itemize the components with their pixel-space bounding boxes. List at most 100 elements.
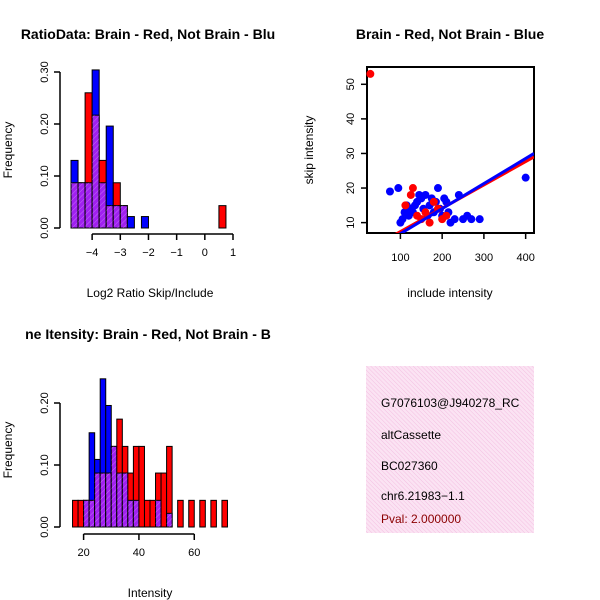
scatter-ylabel: skip intensity [302, 116, 316, 185]
histogram-overlap-hatch [127, 500, 134, 527]
info-panel: G7076103@J940278_RC altCassette BC027360… [366, 366, 534, 533]
histogram-overlap-hatch [83, 500, 90, 527]
not-brain-point [467, 215, 476, 224]
y-tick-label: 10 [345, 217, 357, 229]
brain-point [421, 208, 430, 217]
intensity-histogram-bars [72, 378, 228, 528]
histogram-overlap-hatch [111, 446, 117, 527]
histogram-bar [221, 499, 228, 528]
ratio-histogram-axes: 0.00 0.10 0.20 0.30 −4 −3 −2 −1 0 1 [39, 61, 236, 259]
scatter-plot-box [366, 66, 535, 234]
histogram-bar [72, 499, 79, 528]
histogram-overlap-hatch [122, 473, 128, 527]
not-brain-fit-line [398, 152, 534, 233]
x-tick-label: 0 [202, 247, 208, 259]
ratio-histogram-xlabel: Log2 Ratio Skip/Include [87, 286, 214, 300]
ratio-histogram-ylabel: Frequency [1, 122, 15, 179]
histogram-overlap-hatch [133, 500, 139, 527]
scatter-content [366, 69, 534, 233]
x-tick-label: 1 [230, 247, 236, 259]
histogram-overlap-hatch [166, 513, 173, 527]
brain-point [406, 190, 415, 199]
histogram-overlap-hatch [116, 473, 123, 527]
histogram-bar [188, 499, 195, 528]
y-tick-label: 0.00 [39, 217, 51, 238]
x-tick-label: 100 [391, 252, 409, 264]
scatter-title: Brain - Red, Not Brain - Blue [356, 26, 544, 42]
histogram-bar [199, 499, 206, 528]
brain-point [408, 184, 417, 193]
info-locus: chr6.21983−1.1 [381, 489, 465, 503]
y-tick-label: 50 [345, 78, 357, 90]
histogram-overlap-hatch [120, 205, 128, 228]
histogram-bar [138, 445, 145, 528]
info-event-type: altCassette [381, 428, 441, 442]
ratio-histogram-panel: RatioData: Brain - Red, Not Brain - Blu … [1, 26, 275, 300]
not-brain-point [521, 173, 530, 182]
x-tick-label: −4 [86, 247, 99, 259]
histogram-bar [126, 216, 135, 229]
intensity-scatter-panel: Brain - Red, Not Brain - Blue skip inten… [302, 26, 544, 300]
histogram-overlap-hatch [106, 205, 114, 228]
x-tick-label: 400 [516, 252, 534, 264]
x-tick-label: −3 [114, 247, 127, 259]
intensity-histogram-axes: 0.00 0.10 0.20 20 40 60 [39, 392, 200, 559]
y-tick-label: 20 [345, 182, 357, 194]
histogram-bar [77, 499, 85, 528]
histogram-overlap-hatch [113, 205, 121, 228]
x-tick-label: 60 [188, 547, 200, 559]
not-brain-point [398, 215, 407, 224]
info-probe-id: G7076103@J940278_RC [381, 396, 520, 410]
intensity-histogram-panel: ne Itensity: Brain - Red, Not Brain - B … [1, 326, 271, 600]
histogram-overlap-hatch [100, 473, 106, 527]
brain-point [442, 211, 451, 220]
y-tick-label: 0.10 [39, 454, 51, 475]
y-tick-label: 0.10 [39, 165, 51, 186]
ratio-histogram-title: RatioData: Brain - Red, Not Brain - Blu [21, 26, 275, 42]
brain-point [401, 201, 410, 210]
y-tick-label: 0.20 [39, 113, 51, 134]
histogram-overlap-hatch [99, 182, 107, 228]
not-brain-point [421, 190, 430, 199]
brain-point [425, 218, 434, 227]
histogram-overlap-hatch [78, 182, 86, 228]
info-box-background [366, 366, 534, 533]
x-tick-label: −1 [170, 247, 183, 259]
info-accession: BC027360 [381, 459, 438, 473]
not-brain-point [394, 184, 403, 193]
histogram-overlap-hatch [94, 473, 101, 527]
not-brain-point [450, 215, 459, 224]
histogram-bar [177, 499, 184, 528]
histogram-bar [218, 205, 227, 229]
y-tick-label: 0.20 [39, 392, 51, 413]
y-tick-label: 40 [345, 113, 357, 125]
info-pval: Pval: 2.000000 [381, 512, 461, 526]
x-tick-label: 20 [77, 547, 89, 559]
histogram-overlap-hatch [105, 473, 112, 527]
histogram-overlap-hatch [85, 182, 93, 228]
histogram-bar [143, 499, 151, 528]
histogram-bar [140, 216, 149, 229]
ratio-histogram-bars [70, 69, 227, 229]
x-tick-label: 40 [133, 547, 145, 559]
y-tick-label: 0.30 [39, 61, 51, 82]
y-tick-label: 0.00 [39, 516, 51, 537]
histogram-bar [149, 499, 157, 528]
intensity-histogram-title: ne Itensity: Brain - Red, Not Brain - B [25, 326, 271, 342]
histogram-overlap-hatch [89, 500, 95, 527]
y-tick-label: 30 [345, 147, 357, 159]
x-tick-label: 200 [433, 252, 451, 264]
x-tick-label: −2 [142, 247, 155, 259]
not-brain-point [433, 184, 442, 193]
histogram-bar [210, 499, 217, 528]
histogram-overlap-hatch [92, 115, 100, 228]
intensity-histogram-xlabel: Intensity [128, 586, 173, 600]
histogram-overlap-hatch [71, 182, 79, 228]
intensity-histogram-ylabel: Frequency [1, 422, 15, 479]
histogram-bar [160, 472, 168, 528]
not-brain-point [385, 187, 394, 196]
brain-point [366, 69, 375, 78]
scatter-axes: 100 200 300 400 10 20 30 40 50 [345, 78, 535, 264]
brain-point [429, 197, 438, 206]
scatter-xlabel: include intensity [407, 286, 492, 300]
